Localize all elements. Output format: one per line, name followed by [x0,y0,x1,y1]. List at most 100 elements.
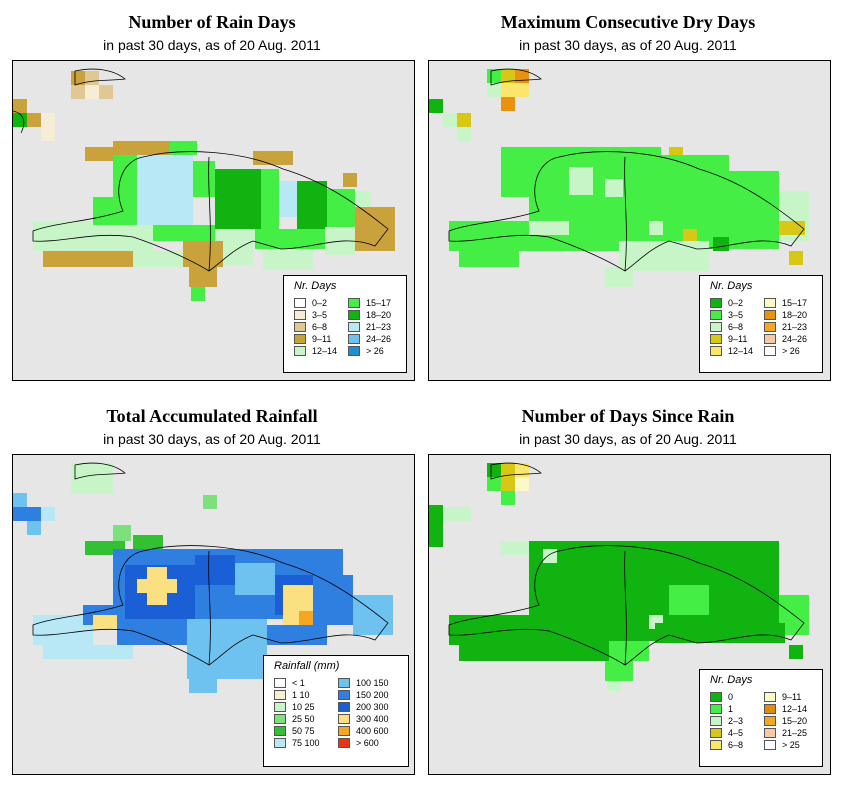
legend-swatch [710,716,722,726]
legend-label: 12–14 [782,704,808,714]
legend-label: 3–5 [728,310,744,320]
legend-label: 12–14 [728,346,754,356]
legend-swatch [338,726,350,736]
legend-swatch [348,298,360,308]
legend-label: 0–2 [728,298,744,308]
legend-swatch [274,726,286,736]
legend-swatch [710,704,722,714]
legend-title: Nr. Days [294,280,337,292]
legend-label: 0–2 [312,298,328,308]
legend-swatch [710,310,722,320]
legend-label: 400 600 [356,726,389,736]
legend-label: 24–26 [782,334,808,344]
legend-swatch [294,346,306,356]
legend-swatch [764,310,776,320]
legend-label: 4–5 [728,728,744,738]
legend-swatch [710,334,722,344]
legend-label: 24–26 [366,334,392,344]
map-grid [429,462,809,691]
legend-swatch [764,322,776,332]
legend-label: 15–20 [782,716,808,726]
legend-label: 1 10 [292,690,310,700]
legend-label: 3–5 [312,310,328,320]
panel-3-title: Total Accumulated Rainfall [106,406,318,426]
panel-2-legend: Nr. Days 0–2 3–5 6–8 9–11 12–14 15–17 18… [699,275,823,373]
legend-title: Nr. Days [710,674,753,686]
map-grid [429,68,809,287]
legend-swatch [348,322,360,332]
panel-4-subtitle: in past 30 days, as of 20 Aug. 2011 [519,431,737,447]
legend-swatch [710,346,722,356]
legend-label: > 26 [782,346,800,356]
legend-label: 1 [728,704,734,714]
legend-title: Rainfall (mm) [274,660,340,672]
legend-swatch [294,322,306,332]
legend-label: 50 75 [292,726,315,736]
legend-label: 100 150 [356,678,389,688]
map-grid [13,462,393,693]
panel-4-title: Number of Days Since Rain [521,406,735,426]
legend-swatch [294,310,306,320]
legend-swatch [764,740,776,750]
panel-2-map: Nr. Days 0–2 3–5 6–8 9–11 12–14 15–17 18… [428,60,831,381]
legend-swatch [294,298,306,308]
panel-2-title: Maximum Consecutive Dry Days [500,12,756,32]
panel-1-map: Nr. Days 0–2 3–5 6–8 9–11 12–14 15–17 18… [12,60,415,381]
legend-title: Nr. Days [710,280,753,292]
panel-4-legend: Nr. Days 0 1 2–3 4–5 6–8 9–11 12–14 15–2… [699,669,823,767]
legend-label: 200 300 [356,702,389,712]
legend-swatch [348,346,360,356]
legend-label: 9–11 [728,334,748,344]
legend-swatch [274,678,286,688]
legend-label: 300 400 [356,714,389,724]
panel-1-title: Number of Rain Days [128,12,296,32]
legend-label: 21–25 [782,728,808,738]
legend-label: 15–17 [366,298,392,308]
legend-label: 15–17 [782,298,808,308]
panel-4-map: Nr. Days 0 1 2–3 4–5 6–8 9–11 12–14 15–2… [428,454,831,775]
legend-label: > 26 [366,346,384,356]
legend-label: > 600 [356,738,379,748]
legend-label: 6–8 [312,322,328,332]
legend-label: 10 25 [292,702,315,712]
legend-swatch [710,740,722,750]
legend-swatch [294,334,306,344]
legend-label: 12–14 [312,346,338,356]
legend-label: 21–23 [366,322,392,332]
legend-swatch [764,704,776,714]
legend-label: 2–3 [728,716,744,726]
legend-label: 18–20 [782,310,808,320]
legend-swatch [710,692,722,702]
legend-swatch [764,298,776,308]
legend-swatch [338,738,350,748]
legend-label: 150 200 [356,690,389,700]
legend-swatch [348,334,360,344]
legend-label: 75 100 [292,738,320,748]
legend-swatch [274,714,286,724]
legend-swatch [764,334,776,344]
legend-swatch [338,690,350,700]
legend-swatch [710,322,722,332]
legend-swatch [348,310,360,320]
panel-3-subtitle: in past 30 days, as of 20 Aug. 2011 [103,431,321,447]
legend-swatch [764,716,776,726]
legend-swatch [274,738,286,748]
legend-swatch [710,728,722,738]
legend-label: 6–8 [728,740,744,750]
legend-swatch [274,690,286,700]
legend-label: 9–11 [312,334,332,344]
legend-swatch [764,728,776,738]
legend-label: > 25 [782,740,800,750]
legend-label: 25 50 [292,714,315,724]
legend-label: 21–23 [782,322,808,332]
legend-label: 6–8 [728,322,744,332]
legend-swatch [338,702,350,712]
legend-swatch [764,692,776,702]
legend-label: 18–20 [366,310,392,320]
legend-swatch [710,298,722,308]
map-grid [13,68,395,301]
legend-swatch [764,346,776,356]
panel-3-legend: Rainfall (mm) < 1 1 10 10 25 25 50 50 75… [263,655,409,767]
legend-label: < 1 [292,678,305,688]
panel-1-legend: Nr. Days 0–2 3–5 6–8 9–11 12–14 15–17 18… [283,275,407,373]
